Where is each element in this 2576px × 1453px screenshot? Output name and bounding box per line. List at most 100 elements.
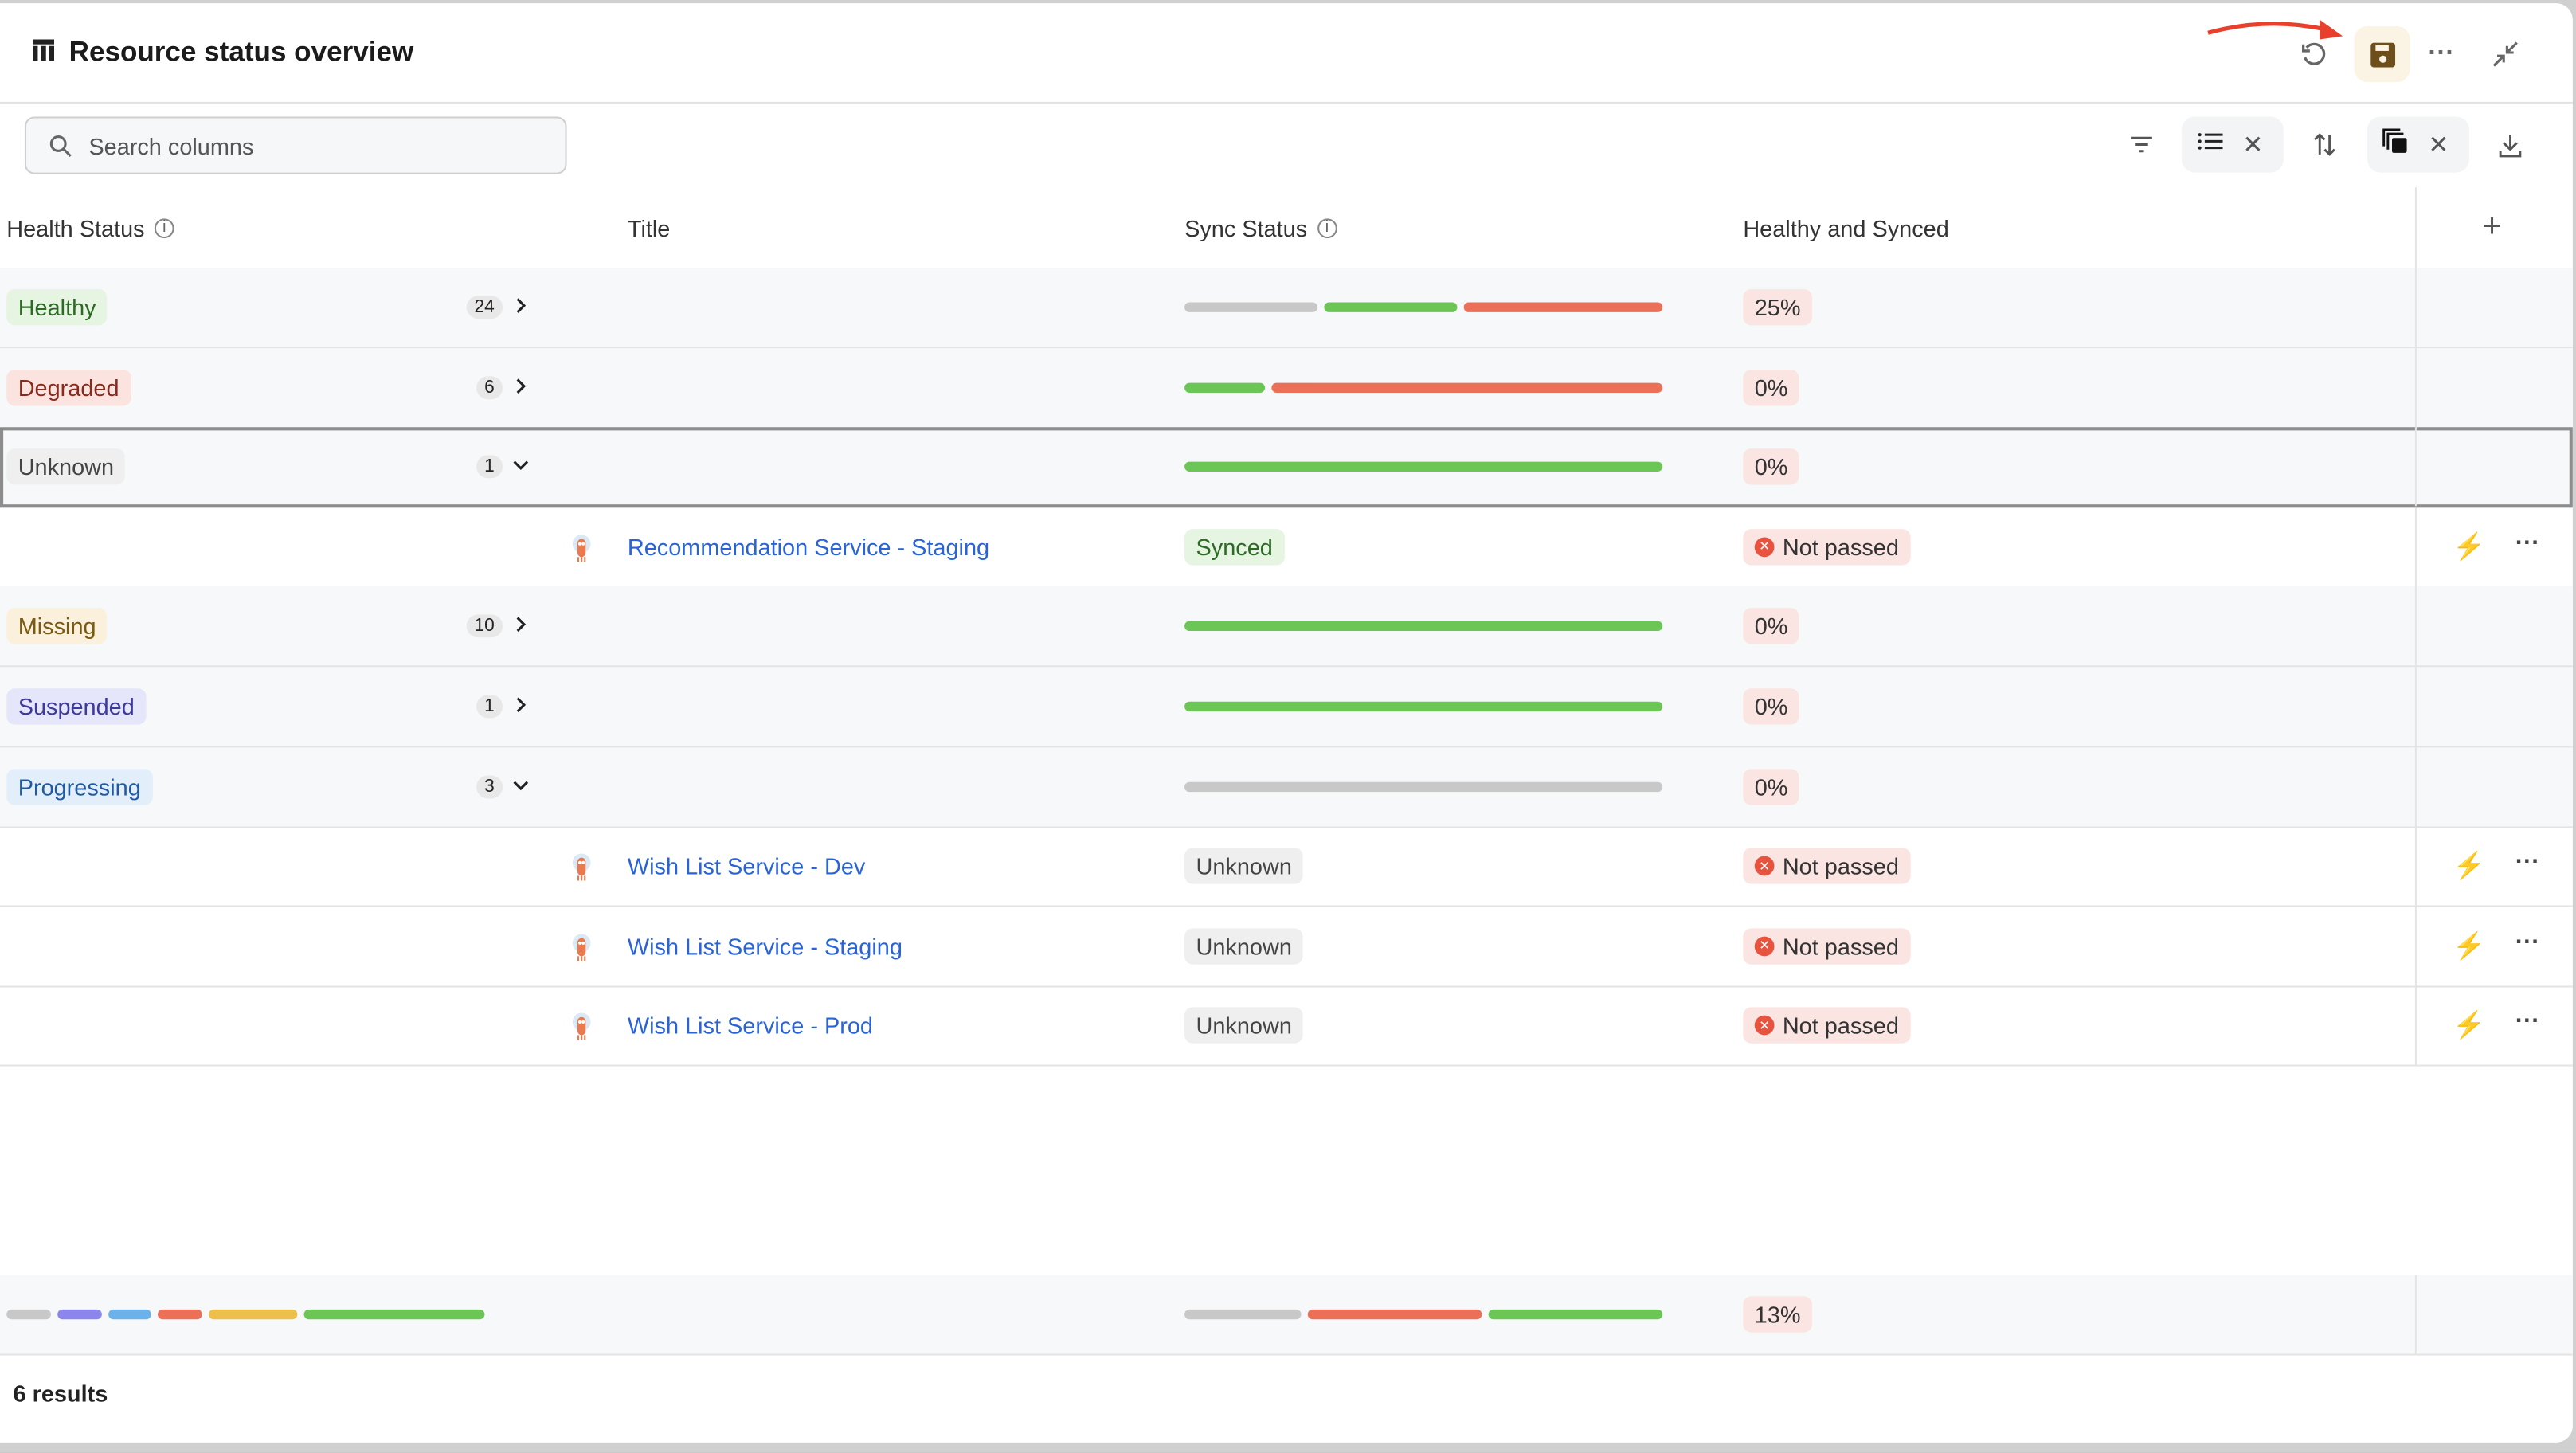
- argo-octopus-icon: [572, 1012, 592, 1050]
- group-row[interactable]: Healthy 24 25%: [0, 268, 2573, 349]
- header: Resource status overview ···: [0, 3, 2573, 104]
- health-status-badge: Healthy: [6, 289, 108, 326]
- group-row[interactable]: Missing 10 0%: [0, 587, 2573, 668]
- group-by-pill: ✕: [2182, 116, 2284, 173]
- argo-octopus-icon: [572, 534, 592, 571]
- bar-segment-green: [1184, 701, 1663, 712]
- group-row[interactable]: Unknown 1 0%: [0, 427, 2573, 508]
- row-more-icon[interactable]: ···: [2515, 528, 2540, 557]
- chevron-down-icon[interactable]: [513, 773, 530, 803]
- sort-icon: [2314, 133, 2335, 156]
- clear-group-icon[interactable]: ✕: [2242, 131, 2264, 160]
- chevron-right-icon[interactable]: [513, 693, 530, 723]
- clear-layers-icon[interactable]: ✕: [2428, 131, 2449, 160]
- divider: ⚡ ···: [2414, 907, 2540, 986]
- sync-status-bar: [1184, 302, 1663, 312]
- results-count: 6 results: [13, 1380, 108, 1407]
- divider: +: [2414, 187, 2502, 268]
- percent-badge: 0%: [1743, 688, 1799, 725]
- download-icon: [2499, 134, 2522, 157]
- download-button[interactable]: [2482, 116, 2538, 172]
- list-icon[interactable]: [2198, 130, 2223, 159]
- resource-link[interactable]: Wish List Service - Prod: [627, 1012, 873, 1040]
- chevron-down-icon[interactable]: [513, 454, 530, 484]
- lightning-icon[interactable]: ⚡: [2453, 1012, 2486, 1041]
- bar-segment-green: [1324, 302, 1457, 312]
- resource-link[interactable]: Recommendation Service - Staging: [627, 533, 990, 560]
- lightning-icon[interactable]: ⚡: [2453, 852, 2486, 881]
- divider: [2414, 268, 2417, 347]
- percent-badge: 0%: [1743, 448, 1799, 485]
- row-more-icon[interactable]: ···: [2515, 1008, 2540, 1036]
- table-row[interactable]: Wish List Service - Staging Unknown ✕ Not…: [0, 907, 2573, 988]
- sync-status-bar: [1184, 621, 1663, 632]
- row-more-icon[interactable]: ···: [2515, 927, 2540, 956]
- undo-button[interactable]: [2285, 26, 2341, 82]
- group-row[interactable]: Suspended 1 0%: [0, 667, 2573, 748]
- health-summary-bar: [6, 1309, 485, 1320]
- save-button[interactable]: [2354, 26, 2410, 83]
- bar-segment-red: [1308, 1309, 1482, 1320]
- group-count: 1: [476, 455, 503, 479]
- group-count: 10: [466, 615, 503, 639]
- row-more-icon[interactable]: ···: [2515, 848, 2540, 876]
- info-icon[interactable]: i: [155, 217, 174, 238]
- chevron-right-icon[interactable]: [513, 613, 530, 643]
- group-row[interactable]: Progressing 3 0%: [0, 746, 2573, 828]
- sync-summary-bar: [1184, 1309, 1663, 1320]
- chevron-right-icon[interactable]: [513, 374, 530, 403]
- bar-segment-red: [1463, 302, 1663, 312]
- sync-status-badge: Unknown: [1184, 1008, 1304, 1044]
- lightning-icon[interactable]: ⚡: [2453, 533, 2486, 562]
- sync-status-bar: [1184, 382, 1663, 393]
- annotation-arrow: [2207, 19, 2343, 40]
- lightning-icon[interactable]: ⚡: [2453, 933, 2486, 961]
- error-icon: ✕: [1754, 1016, 1775, 1036]
- health-status-badge: Unknown: [6, 448, 126, 485]
- bar-segment-green: [1184, 382, 1265, 393]
- column-header-health[interactable]: Health Status i: [6, 187, 174, 268]
- bar-segment-red: [1270, 382, 1663, 393]
- sort-button[interactable]: [2296, 116, 2352, 172]
- bar-segment-yellow: [209, 1309, 297, 1320]
- filter-button[interactable]: [2112, 116, 2168, 172]
- search-box: [24, 116, 567, 174]
- divider: [2414, 667, 2417, 746]
- percent-badge: 0%: [1743, 608, 1799, 645]
- check-badge: ✕ Not passed: [1743, 1008, 1911, 1044]
- search-icon: [49, 135, 72, 157]
- bar-segment-green: [1184, 461, 1663, 472]
- column-header-sync[interactable]: Sync Status i: [1184, 187, 1337, 268]
- table-row[interactable]: Recommendation Service - Staging Synced …: [0, 507, 2573, 588]
- column-header-title[interactable]: Title: [627, 214, 671, 241]
- divider: ⚡ ···: [2414, 826, 2540, 906]
- group-row[interactable]: Degraded 6 0%: [0, 347, 2573, 429]
- bar-segment-gray: [1184, 1309, 1302, 1320]
- group-count: 6: [476, 375, 503, 399]
- collapse-button[interactable]: [2477, 26, 2533, 82]
- chevron-right-icon[interactable]: [513, 294, 530, 323]
- divider: [2414, 1275, 2417, 1354]
- percent-badge: 25%: [1743, 289, 1813, 326]
- collapse-icon: [2492, 41, 2518, 67]
- bar-segment-green: [1184, 621, 1663, 632]
- layers-icon[interactable]: [2382, 127, 2409, 162]
- bar-segment-blue: [108, 1309, 152, 1320]
- divider: [2414, 587, 2417, 667]
- add-column-button[interactable]: +: [2482, 208, 2502, 245]
- column-header-healthy-synced[interactable]: Healthy and Synced: [1743, 214, 1949, 241]
- group-count: 1: [476, 695, 503, 719]
- divider: [2414, 347, 2417, 427]
- bar-segment-green: [1489, 1309, 1663, 1320]
- error-icon: ✕: [1754, 936, 1775, 956]
- table-row[interactable]: Wish List Service - Dev Unknown ✕ Not pas…: [0, 826, 2573, 907]
- health-status-badge: Missing: [6, 608, 108, 645]
- resource-link[interactable]: Wish List Service - Dev: [627, 852, 866, 879]
- resource-link[interactable]: Wish List Service - Staging: [627, 933, 902, 960]
- search-input[interactable]: [85, 130, 536, 161]
- filter-icon: [2130, 136, 2151, 153]
- info-icon[interactable]: i: [1317, 217, 1337, 238]
- bar-segment-purple: [57, 1309, 102, 1320]
- table-row[interactable]: Wish List Service - Prod Unknown ✕ Not pa…: [0, 986, 2573, 1067]
- more-button[interactable]: ···: [2414, 26, 2469, 82]
